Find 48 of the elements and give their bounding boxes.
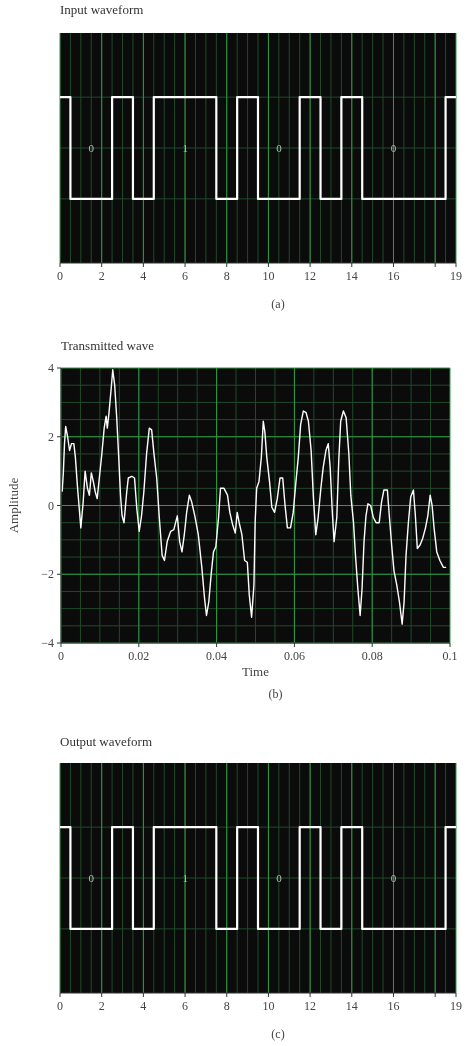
annotation: 0 xyxy=(390,141,397,154)
y-tick-label: 0 xyxy=(48,498,54,513)
x-tick-label: 12 xyxy=(304,999,317,1013)
text: (a) xyxy=(271,297,285,311)
x-tick-label: 0.04 xyxy=(206,649,228,663)
x-tick-label: 14 xyxy=(345,999,358,1013)
x-tick-label: 0 xyxy=(57,269,63,283)
x-tick-label: 4 xyxy=(140,269,147,283)
y-tick-label: 4 xyxy=(48,361,54,376)
x-tick-label: 10 xyxy=(262,269,275,283)
x-tick-label: 19 xyxy=(450,999,462,1013)
x-tick-label: 2 xyxy=(98,999,105,1013)
x-tick-label: 0 xyxy=(57,999,63,1013)
annotation: 0 xyxy=(88,141,95,154)
x-tick-label: 8 xyxy=(223,269,230,283)
chart-title: Output waveform xyxy=(60,734,153,749)
annotation: 0 xyxy=(276,871,283,884)
x-tick-label: 6 xyxy=(182,269,189,283)
annotation: 0 xyxy=(88,871,95,884)
line-series xyxy=(61,369,447,625)
text: (b) xyxy=(268,687,283,701)
y-tick-label: −4 xyxy=(41,636,54,651)
annotation: 0 xyxy=(390,871,397,884)
x-axis-title: Time xyxy=(242,664,270,679)
x-tick-label: 16 xyxy=(387,269,400,283)
text: (c) xyxy=(271,1027,285,1041)
x-tick-label: 0 xyxy=(58,649,64,663)
x-tick-label: 0.1 xyxy=(442,649,458,663)
x-tick-label: 4 xyxy=(140,999,147,1013)
y-tick-label: 2 xyxy=(48,429,54,444)
annotation: 1 xyxy=(182,141,188,154)
x-tick-label: 19 xyxy=(450,269,462,283)
x-tick-label: 0.08 xyxy=(361,649,383,663)
chart-title: Input waveform xyxy=(60,2,144,17)
y-axis-title: Amplitude xyxy=(6,477,21,534)
chart-title: Transmitted wave xyxy=(61,338,155,353)
annotation: 0 xyxy=(276,141,283,154)
annotation: 1 xyxy=(182,871,188,884)
x-tick-label: 12 xyxy=(304,269,317,283)
x-tick-label: 2 xyxy=(98,269,105,283)
x-tick-label: 0.06 xyxy=(283,649,305,663)
y-tick-label: −2 xyxy=(41,567,54,582)
x-tick-label: 0.02 xyxy=(128,649,150,663)
x-tick-label: 14 xyxy=(345,269,358,283)
x-tick-label: 6 xyxy=(182,999,189,1013)
x-tick-label: 10 xyxy=(262,999,275,1013)
x-tick-label: 16 xyxy=(387,999,400,1013)
x-tick-label: 8 xyxy=(223,999,230,1013)
